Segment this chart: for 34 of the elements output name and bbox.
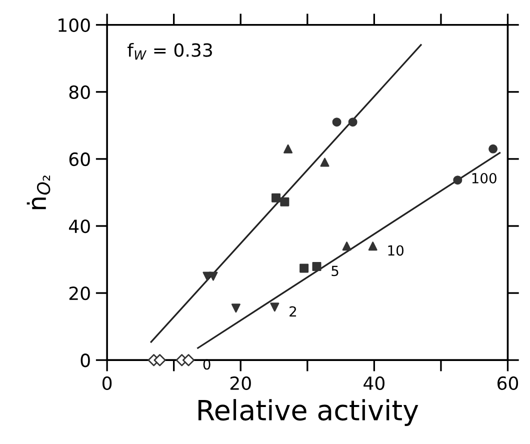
point — [342, 242, 352, 251]
y-tick-label: 80 — [69, 85, 90, 100]
y-axis-title: ṅ$_{O₂}$ — [26, 176, 50, 210]
annotation: f$_{W}$ = 0.33 — [128, 42, 212, 60]
point — [208, 272, 218, 281]
point — [348, 118, 358, 127]
y-tick-label: 60 — [69, 152, 90, 166]
y-tick-label: 20 — [69, 286, 90, 300]
x-tick-label: 60 — [498, 376, 518, 390]
point — [312, 262, 322, 272]
x-tick-label: 0 — [102, 376, 112, 390]
point — [270, 302, 280, 312]
annotation: 5 — [332, 266, 338, 276]
point — [284, 144, 293, 154]
y-tick-label: 100 — [58, 18, 90, 32]
annotation: 10 — [388, 245, 404, 256]
annotation: 100 — [472, 172, 496, 184]
y-tick-label: 40 — [68, 219, 90, 234]
point — [231, 304, 240, 313]
x-tick-label: 40 — [364, 376, 384, 390]
point — [332, 118, 342, 127]
point — [320, 158, 330, 167]
point — [154, 354, 166, 366]
point — [368, 242, 378, 251]
x-axis-title: Relative activity — [198, 399, 418, 426]
point — [300, 264, 309, 273]
point — [182, 354, 195, 366]
y-tick-label: 0 — [80, 354, 90, 368]
x-tick-label: 20 — [230, 376, 251, 390]
annotation: 2 — [290, 306, 296, 317]
point — [280, 197, 290, 206]
point — [488, 144, 498, 154]
point — [453, 176, 462, 185]
point — [272, 193, 281, 202]
